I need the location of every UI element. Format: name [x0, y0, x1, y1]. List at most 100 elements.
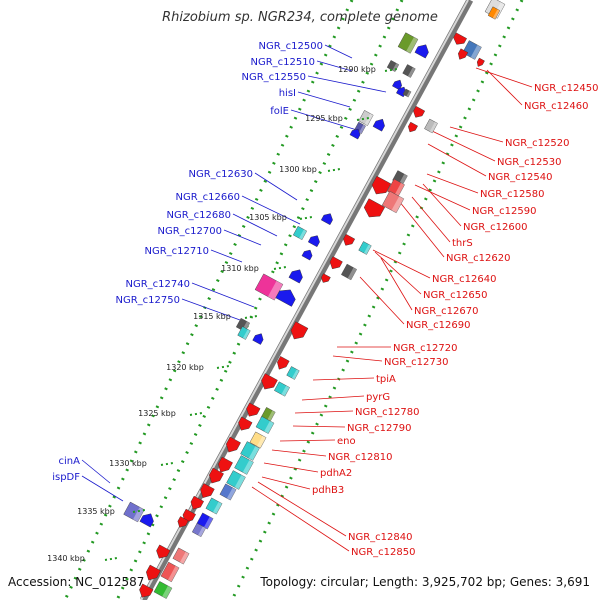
forward-label-connector [290, 109, 358, 131]
gene-arrow-shape [476, 57, 485, 67]
gene-block-shine [359, 124, 366, 134]
forward-label-connector [210, 249, 243, 263]
gene-block-shine [167, 565, 180, 582]
kbp-tick-label: 1315 kbp [193, 312, 231, 321]
gene-arrow-shape [139, 513, 154, 528]
gene-arrow [372, 118, 385, 132]
reverse-label-connector [312, 377, 375, 381]
reverse-label-connector [372, 249, 431, 279]
gene-block-shape [153, 581, 173, 599]
gene-arrow-shape [238, 416, 253, 431]
gene-block-shine [299, 229, 307, 240]
gene-arrow [413, 105, 426, 118]
gene-arrow-shape [453, 32, 467, 45]
forward-label-connector [191, 282, 255, 308]
kbp-tick-label: 1335 kbp [77, 507, 115, 516]
reverse-label-connector [449, 126, 504, 143]
gene-block [487, 6, 501, 20]
forward-label-connector [232, 213, 278, 237]
reverse-label-connector [427, 143, 487, 177]
gene-block-shine [347, 267, 357, 280]
reverse-label-connector [261, 476, 311, 490]
kbp-tick-label: 1295 kbp [305, 114, 343, 123]
gene-arrow-shape [301, 249, 313, 261]
reverse-label-connector [301, 395, 365, 401]
gene-arrow [261, 373, 278, 390]
gene-arrow-shape [363, 198, 386, 218]
gene-block [234, 455, 254, 475]
gene-block-shine [162, 585, 173, 599]
gene-arrow [408, 121, 418, 133]
kbp-tick-label: 1310 kbp [221, 264, 259, 273]
reverse-gene-label: tpiA [376, 374, 396, 385]
gene-block-shape [358, 110, 374, 126]
gene-block-shape [205, 497, 223, 515]
reverse-gene-label: NGR_c12520 [505, 138, 570, 149]
topology-label: Topology: circular; Length: 3,925,702 bp… [260, 575, 590, 589]
gene-block-shine [203, 516, 214, 530]
axis-highlight [140, 0, 469, 600]
gene-block-shape [249, 431, 267, 449]
kbp-tick-mark [189, 412, 203, 416]
gene-arrow [275, 289, 296, 307]
gene-arrow [307, 235, 320, 248]
gene-block-shine [248, 445, 260, 461]
gene-arrow [301, 249, 313, 261]
gene-block-shape [234, 455, 254, 475]
gene-arrow [139, 583, 154, 598]
gene-block [226, 470, 246, 490]
reverse-label-connector [380, 257, 413, 311]
kbp-tick-label: 1290 kbp [338, 65, 376, 74]
gene-block-shine [429, 121, 438, 133]
reverse-gene-label: NGR_c12540 [488, 172, 553, 183]
gene-arrow-shape [329, 256, 343, 270]
reverse-gene-label: NGR_c12530 [497, 157, 562, 168]
gene-arrow [288, 269, 303, 284]
gene-block [358, 110, 374, 126]
reverse-label-connector [271, 449, 327, 457]
kbp-tick-mark [356, 117, 370, 121]
gene-block-shine [198, 526, 206, 537]
forward-label-connector [316, 60, 353, 72]
gene-block [249, 431, 267, 449]
gene-block-shape [462, 40, 482, 60]
gene-block-shine [179, 551, 190, 565]
gene-block [402, 64, 416, 78]
reverse-gene-label: NGR_c12580 [480, 189, 545, 200]
gene-block-shine [391, 196, 404, 213]
gene-block-shine [132, 507, 145, 522]
gene-arrow [453, 32, 467, 45]
gene-block-shine [406, 90, 412, 98]
gene-arrow-shape [275, 289, 296, 307]
gene-block-shine [406, 37, 418, 54]
gene-block [240, 441, 260, 461]
dotted-guide-lines [63, 0, 524, 600]
gene-block-shape [358, 241, 372, 255]
gene-arrow-shape [290, 321, 309, 340]
gene-block [286, 366, 300, 380]
genome-axis [139, 0, 474, 600]
reverse-label-connector [374, 251, 422, 295]
gene-arrow [146, 564, 161, 581]
gene-arrow [290, 321, 309, 340]
forward-gene-label: NGR_c12510 [251, 57, 316, 68]
gene-arrow [371, 175, 392, 195]
reverse-gene-label: eno [337, 436, 356, 447]
reverse-label-connector [411, 196, 451, 243]
gene-block-shine [470, 44, 482, 60]
gene-arrow [476, 57, 485, 67]
gene-block [196, 512, 214, 530]
gene-block-shape [237, 326, 251, 340]
reverse-label-connector [422, 183, 462, 227]
reverse-label-connector [279, 439, 336, 442]
forward-label-connector [181, 298, 241, 321]
gene-block-shine [407, 67, 416, 78]
gene-arrow [238, 416, 253, 431]
gene-arrow-shape [320, 213, 333, 226]
kbp-tick-mark [273, 266, 287, 270]
gene-block-shine [234, 474, 246, 490]
gene-arrow-shape [392, 79, 402, 91]
gene-arrow [320, 213, 333, 226]
gene-block-shape [219, 483, 237, 501]
